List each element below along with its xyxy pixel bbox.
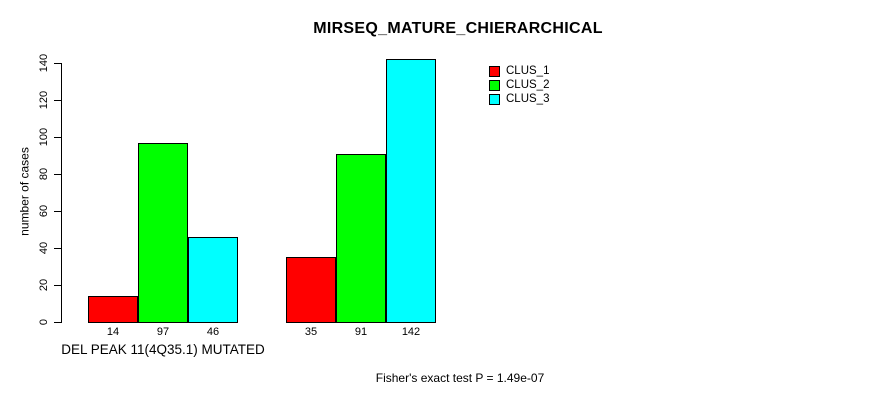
y-axis-tick-label: 0 (38, 318, 50, 326)
legend-label: CLUS_3 (506, 93, 550, 105)
bar-value-label: 97 (156, 326, 170, 338)
y-axis-tick (54, 100, 61, 101)
bar-value-label: 142 (401, 326, 421, 338)
legend-swatch-icon (489, 65, 500, 77)
y-axis-tick-label: 40 (38, 241, 50, 255)
y-axis-tick-label: 60 (38, 204, 50, 218)
legend-item-clus_1: CLUS_1 (489, 64, 549, 78)
legend-item-clus_2: CLUS_2 (489, 78, 549, 92)
y-axis-tick-label: 100 (38, 127, 50, 147)
bar-clus_2-group-2 (336, 154, 386, 323)
bar-value-label: 35 (304, 326, 318, 338)
bar-clus_2-group-1 (138, 143, 188, 323)
y-axis-title: number of cases (17, 147, 32, 236)
bar-clus_1-group-1 (88, 296, 138, 323)
y-axis-tick (54, 137, 61, 138)
y-axis-tick (54, 285, 61, 286)
bar-clus_3-group-2 (386, 59, 436, 323)
bar-clus_1-group-2 (286, 257, 336, 323)
bar-value-label: 91 (354, 326, 368, 338)
bar-value-label: 46 (206, 326, 220, 338)
legend-swatch-icon (489, 79, 500, 91)
y-axis-tick (54, 211, 61, 212)
legend-label: CLUS_1 (506, 65, 550, 77)
y-axis-tick (54, 63, 61, 64)
y-axis-tick-label: 140 (38, 53, 50, 73)
y-axis-tick-label: 20 (38, 278, 50, 292)
statistical-test-note: Fisher's exact test P = 1.49e-07 (375, 371, 545, 385)
legend-item-clus_3: CLUS_3 (489, 92, 549, 106)
y-axis-line (61, 63, 62, 323)
y-axis-tick-label: 80 (38, 167, 50, 181)
legend-swatch-icon (489, 93, 500, 105)
bar-value-label: 14 (106, 326, 120, 338)
chart-title: MIRSEQ_MATURE_CHIERARCHICAL (313, 20, 603, 37)
y-axis-tick (54, 322, 61, 323)
y-axis-tick (54, 174, 61, 175)
legend: CLUS_1 CLUS_2 CLUS_3 (489, 64, 549, 106)
y-axis-tick (54, 248, 61, 249)
bar-clus_3-group-1 (188, 237, 238, 323)
x-category-label: DEL PEAK 11(4Q35.1) MUTATED (61, 342, 265, 357)
legend-label: CLUS_2 (506, 79, 550, 91)
y-axis-tick-label: 120 (38, 90, 50, 110)
